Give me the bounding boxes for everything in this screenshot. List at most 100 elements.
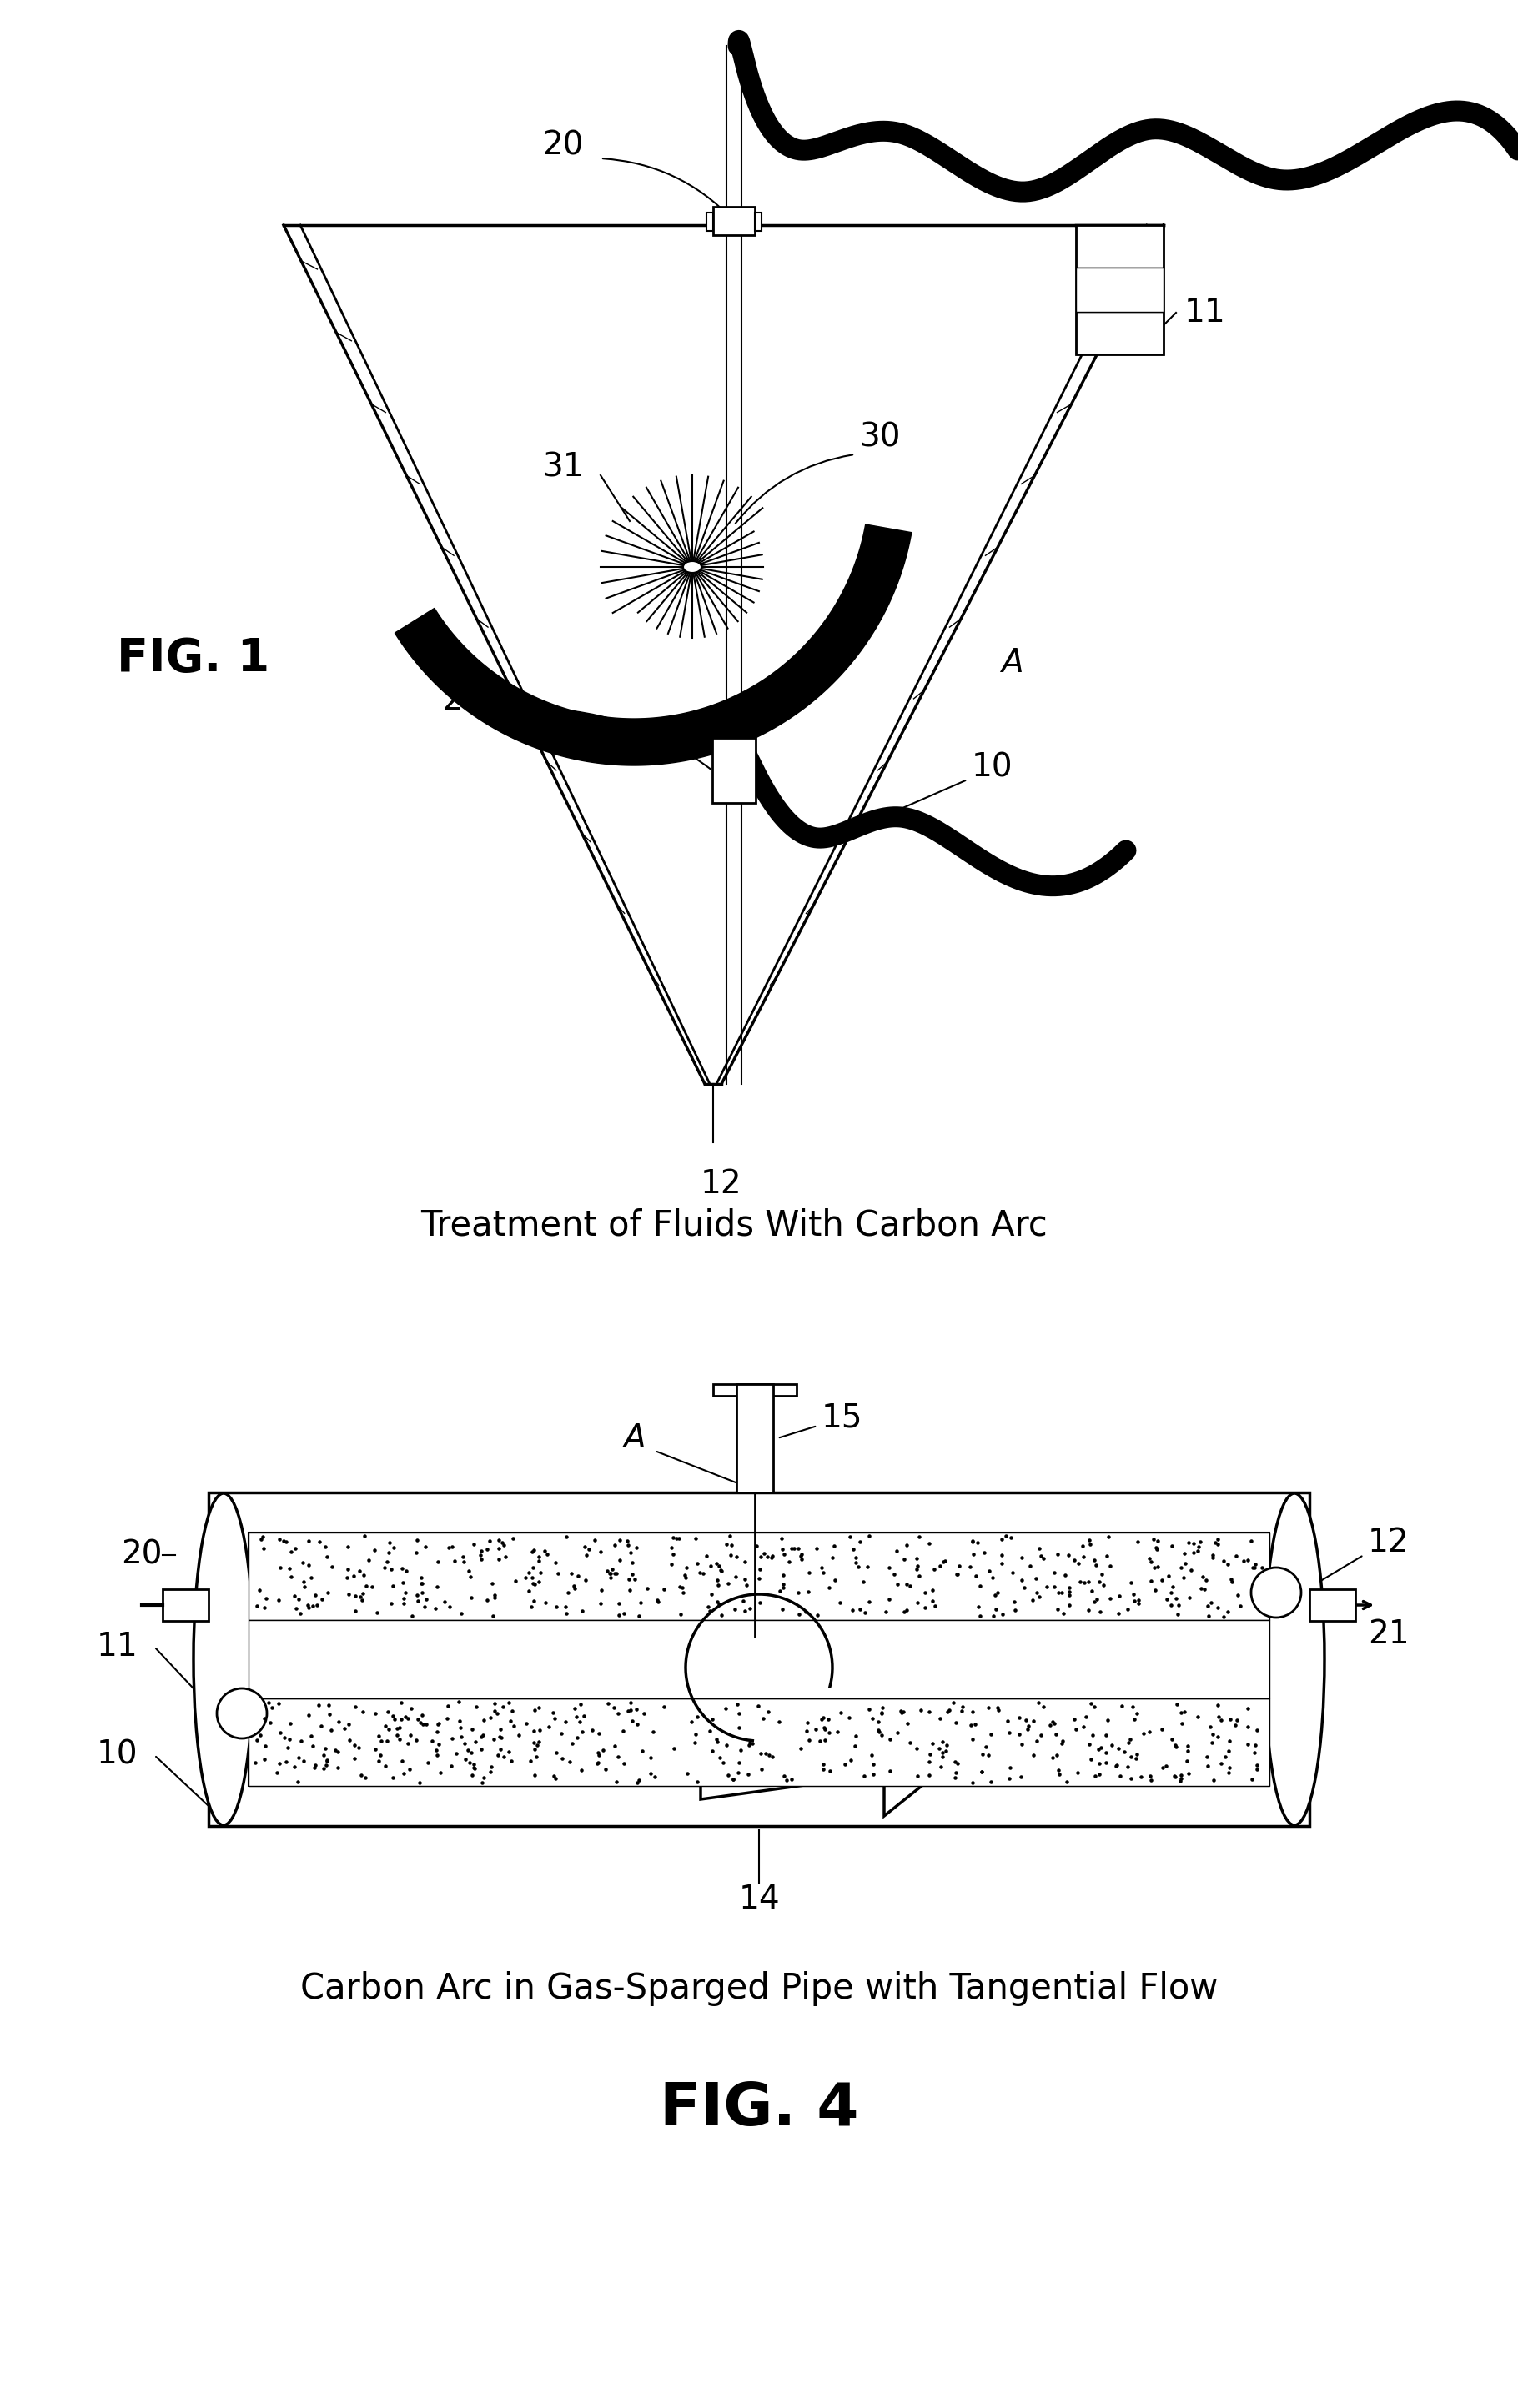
Point: [780, 1529, 805, 1568]
Point: [405, 1582, 430, 1621]
Bar: [249, 1531, 1269, 1787]
Point: [290, 1544, 314, 1582]
Point: [1199, 1584, 1224, 1623]
Point: [383, 1700, 407, 1739]
Point: [1002, 1582, 1026, 1621]
Point: [1172, 1544, 1196, 1582]
Point: [249, 1519, 273, 1558]
Bar: [754, 212, 762, 231]
Point: [931, 1541, 955, 1580]
Point: [1088, 1729, 1113, 1767]
Point: [721, 1760, 745, 1799]
Point: [527, 1688, 551, 1727]
Point: [314, 1746, 339, 1784]
Point: [927, 1698, 952, 1736]
Point: [565, 1698, 589, 1736]
Point: [448, 1707, 472, 1746]
Point: [877, 1753, 902, 1792]
Point: [461, 1748, 486, 1787]
Point: [471, 1714, 495, 1753]
Point: [641, 1712, 665, 1751]
Point: [572, 1695, 597, 1734]
Point: [616, 1690, 641, 1729]
Point: [455, 1731, 480, 1770]
Point: [990, 1536, 1014, 1575]
Point: [685, 1544, 709, 1582]
Point: [683, 1714, 707, 1753]
Point: [707, 1584, 732, 1623]
Point: [685, 1763, 709, 1801]
Point: [498, 1702, 522, 1741]
Point: [1031, 1688, 1055, 1727]
Point: [968, 1597, 993, 1635]
Point: [1149, 1560, 1173, 1599]
Point: [1242, 1734, 1266, 1772]
Point: [527, 1563, 551, 1601]
Point: [348, 1551, 372, 1589]
Point: [1022, 1702, 1046, 1741]
Point: [1057, 1587, 1081, 1625]
Point: [405, 1522, 430, 1560]
Point: [721, 1760, 745, 1799]
Point: [267, 1519, 291, 1558]
Point: [1076, 1563, 1101, 1601]
Point: [364, 1594, 389, 1633]
Point: [1117, 1724, 1142, 1763]
Point: [408, 1558, 433, 1597]
Ellipse shape: [683, 561, 701, 573]
Point: [685, 1698, 709, 1736]
Point: [1160, 1527, 1184, 1565]
Point: [797, 1722, 821, 1760]
Point: [767, 1702, 791, 1741]
Point: [366, 1717, 390, 1755]
Point: [604, 1763, 628, 1801]
Point: [267, 1580, 291, 1618]
Point: [393, 1572, 417, 1611]
Point: [1131, 1714, 1155, 1753]
Point: [449, 1594, 474, 1633]
Bar: [1076, 313, 1163, 354]
Point: [1078, 1724, 1102, 1763]
Point: [360, 1568, 384, 1606]
Point: [1122, 1700, 1146, 1739]
Point: [777, 1544, 802, 1582]
Point: [1069, 1563, 1093, 1601]
Point: [475, 1582, 499, 1621]
Point: [619, 1544, 644, 1582]
Point: [627, 1760, 651, 1799]
Point: [823, 1560, 847, 1599]
Point: [252, 1529, 276, 1568]
Point: [589, 1531, 613, 1570]
Point: [1026, 1683, 1050, 1722]
Point: [789, 1536, 814, 1575]
Point: [607, 1522, 631, 1560]
Point: [1205, 1686, 1230, 1724]
Point: [630, 1731, 654, 1770]
Point: [621, 1556, 645, 1594]
Point: [906, 1758, 931, 1796]
Ellipse shape: [1264, 1493, 1325, 1825]
Point: [759, 1539, 783, 1577]
Point: [1047, 1755, 1072, 1794]
Point: [1122, 1575, 1146, 1613]
Point: [733, 1541, 757, 1580]
Point: [674, 1558, 698, 1597]
Point: [276, 1548, 301, 1587]
Point: [1125, 1736, 1149, 1775]
Point: [1029, 1536, 1053, 1575]
Text: 12: 12: [701, 1168, 742, 1199]
Point: [727, 1695, 751, 1734]
Point: [521, 1548, 545, 1587]
Point: [436, 1700, 460, 1739]
Point: [390, 1548, 414, 1587]
Point: [912, 1572, 937, 1611]
Point: [316, 1686, 340, 1724]
Point: [405, 1700, 430, 1739]
Point: [965, 1587, 990, 1625]
Point: [1105, 1746, 1129, 1784]
Point: [460, 1755, 484, 1794]
Point: [976, 1688, 1000, 1727]
Point: [874, 1592, 899, 1630]
Point: [1063, 1541, 1087, 1580]
Point: [917, 1755, 941, 1794]
